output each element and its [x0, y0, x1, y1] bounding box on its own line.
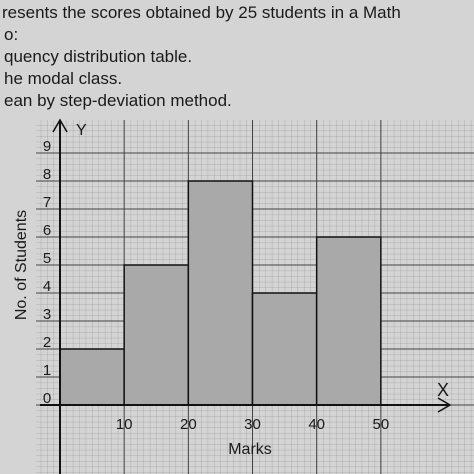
- y-tick-label: 5: [43, 250, 51, 267]
- bar: [315, 236, 382, 406]
- x-axis-name: X: [437, 380, 449, 400]
- bar: [123, 264, 190, 406]
- y-tick-label: 9: [43, 138, 51, 155]
- header-line: quency distribution table.: [4, 47, 192, 66]
- x-tick-label: 50: [372, 416, 389, 433]
- y-tick-label: 1: [43, 362, 51, 379]
- x-axis-title: Marks: [228, 441, 272, 458]
- x-arrow: [437, 397, 452, 413]
- x-tick-label: 10: [116, 416, 133, 433]
- bar: [187, 180, 254, 406]
- x-tick-label: 30: [244, 416, 261, 433]
- header-line: he modal class.: [4, 69, 122, 88]
- header-line: resents the scores obtained by 25 studen…: [2, 3, 401, 22]
- x-tick-label: 40: [308, 416, 325, 433]
- y-axis-name: Y: [76, 122, 87, 139]
- x-tick-label: 20: [180, 416, 197, 433]
- y-tick-label: 8: [43, 166, 51, 183]
- bar: [59, 348, 125, 406]
- header-line: ean by step-deviation method.: [4, 91, 232, 110]
- y-axis-title: No. of Students: [13, 210, 30, 320]
- y-tick-label: 2: [43, 334, 51, 351]
- y-tick-label: 6: [43, 222, 51, 239]
- y-tick-label: 4: [43, 278, 51, 295]
- y-tick-label: 0: [43, 390, 51, 407]
- y-arrow: [52, 118, 68, 133]
- bar: [251, 292, 318, 406]
- y-tick-label: 3: [43, 306, 51, 323]
- header-line: o:: [4, 25, 18, 44]
- y-tick-label: 7: [43, 194, 51, 211]
